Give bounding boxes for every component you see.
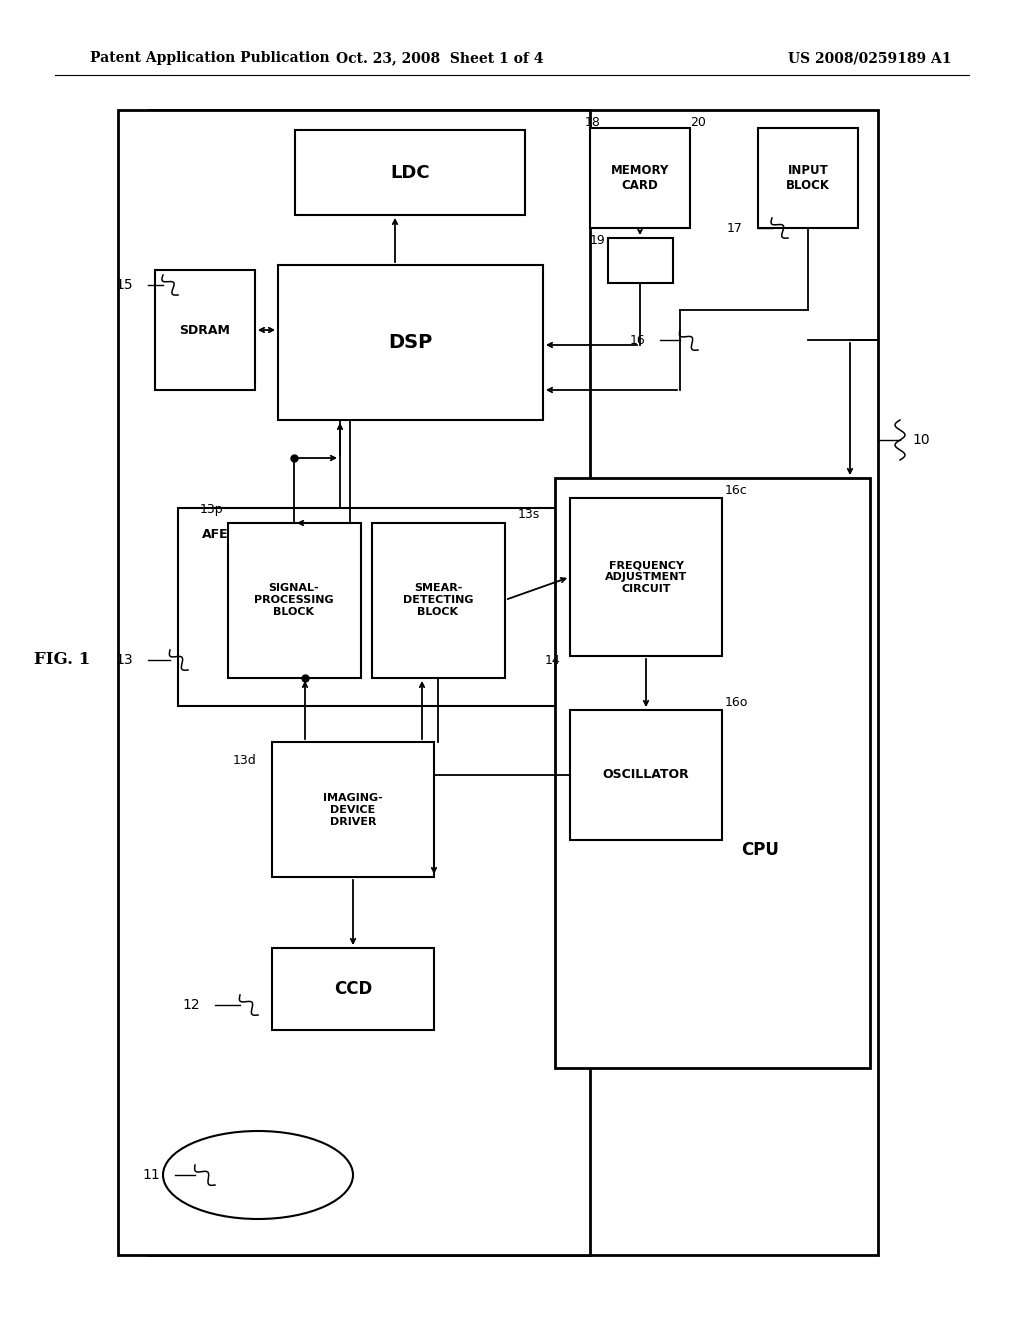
Text: FIG. 1: FIG. 1 xyxy=(34,652,90,668)
Text: AFE: AFE xyxy=(202,528,228,541)
Ellipse shape xyxy=(163,1131,353,1218)
Bar xyxy=(758,128,858,228)
Text: FREQUENCY
ADJUSTMENT
CIRCUIT: FREQUENCY ADJUSTMENT CIRCUIT xyxy=(605,561,687,594)
Text: 10: 10 xyxy=(912,433,930,447)
Text: 14: 14 xyxy=(545,653,561,667)
Text: 13p: 13p xyxy=(200,503,223,516)
Text: 18: 18 xyxy=(585,116,601,128)
Bar xyxy=(148,110,878,1255)
Text: SIGNAL-
PROCESSING
BLOCK: SIGNAL- PROCESSING BLOCK xyxy=(254,583,334,616)
Text: CPU: CPU xyxy=(741,841,779,859)
Text: 11: 11 xyxy=(142,1168,160,1181)
Text: INPUT
BLOCK: INPUT BLOCK xyxy=(786,164,830,191)
Bar xyxy=(570,498,722,656)
Text: Patent Application Publication: Patent Application Publication xyxy=(90,51,330,65)
Text: CCD: CCD xyxy=(334,979,372,998)
Text: Oct. 23, 2008  Sheet 1 of 4: Oct. 23, 2008 Sheet 1 of 4 xyxy=(336,51,544,65)
Text: 19: 19 xyxy=(590,234,606,247)
Text: 13: 13 xyxy=(116,653,133,667)
Bar xyxy=(570,710,722,840)
Text: SMEAR-
DETECTING
BLOCK: SMEAR- DETECTING BLOCK xyxy=(402,583,473,616)
Text: OSCILLATOR: OSCILLATOR xyxy=(603,768,689,781)
Bar xyxy=(155,271,255,389)
Text: 17: 17 xyxy=(727,222,743,235)
Text: SDRAM: SDRAM xyxy=(179,323,230,337)
Text: 12: 12 xyxy=(182,998,200,1012)
Text: MEMORY
CARD: MEMORY CARD xyxy=(610,164,670,191)
Bar xyxy=(118,110,590,1255)
Text: 16: 16 xyxy=(630,334,645,346)
Text: US 2008/0259189 A1: US 2008/0259189 A1 xyxy=(788,51,951,65)
Bar xyxy=(272,948,434,1030)
Text: LDC: LDC xyxy=(390,164,430,182)
Bar xyxy=(295,129,525,215)
Text: 15: 15 xyxy=(116,279,133,292)
Text: IMAGING-
DEVICE
DRIVER: IMAGING- DEVICE DRIVER xyxy=(324,793,383,826)
Text: 16c: 16c xyxy=(725,483,748,496)
Bar xyxy=(372,523,505,678)
Text: 13s: 13s xyxy=(518,508,541,521)
Bar xyxy=(608,238,673,282)
Bar xyxy=(555,478,870,1068)
Text: 16o: 16o xyxy=(725,696,749,709)
Bar xyxy=(272,742,434,876)
Bar xyxy=(278,265,543,420)
Text: 13d: 13d xyxy=(232,754,256,767)
Bar xyxy=(228,523,361,678)
Bar xyxy=(590,128,690,228)
Text: 20: 20 xyxy=(690,116,706,128)
Bar xyxy=(178,508,556,706)
Text: DSP: DSP xyxy=(388,334,432,352)
